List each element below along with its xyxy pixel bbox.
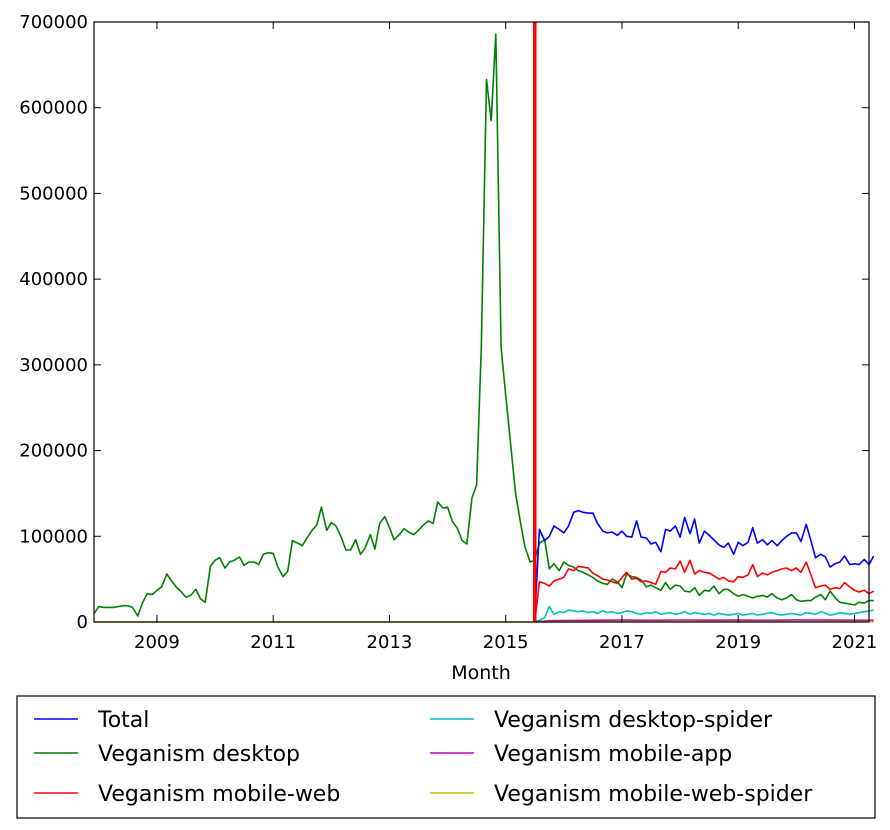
y-tick-label: 100000 — [19, 526, 88, 547]
x-tick-label: 2021 — [832, 632, 878, 653]
legend-label: Veganism desktop — [98, 742, 300, 767]
y-tick-label: 400000 — [19, 269, 88, 290]
series-line-1 — [94, 34, 874, 616]
legend-label: Veganism desktop-spider — [494, 708, 773, 733]
y-tick-label: 600000 — [19, 98, 88, 119]
y-tick-label: 0 — [77, 612, 88, 633]
tick-layer: 2009 2011 2013 2015 2017 2019 2021 0 100000 20000… — [19, 12, 877, 653]
y-tick-label: 200000 — [19, 441, 88, 462]
x-tick-label: 2011 — [250, 632, 296, 653]
x-tick-label: 2015 — [483, 632, 529, 653]
series-line-0 — [535, 511, 874, 618]
x-axis-label: Month — [451, 662, 511, 684]
y-tick-label: 700000 — [19, 12, 88, 33]
legend-label: Veganism mobile-web-spider — [494, 782, 813, 807]
x-tick-label: 2009 — [134, 632, 180, 653]
y-tick-label: 500000 — [19, 183, 88, 204]
legend-label: Total — [97, 708, 149, 733]
x-tick-label: 2013 — [367, 632, 413, 653]
legend-label: Veganism mobile-app — [494, 742, 732, 767]
x-tick-label: 2017 — [599, 632, 645, 653]
y-tick-label: 300000 — [19, 355, 88, 376]
x-tick-label: 2019 — [715, 632, 761, 653]
legend-label: Veganism mobile-web — [98, 782, 340, 807]
legend: Total Veganism desktop Veganism mobile-web… — [17, 696, 875, 818]
series-layer — [94, 34, 874, 622]
